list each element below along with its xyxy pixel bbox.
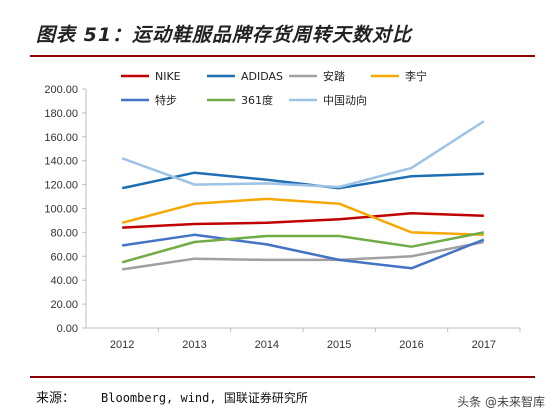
y-tick-label: 200.00	[44, 84, 78, 96]
y-tick-label: 0.00	[57, 323, 78, 335]
series-line	[121, 231, 485, 264]
x-tick-label: 2015	[327, 339, 351, 351]
legend-label: 361度	[241, 93, 273, 107]
source-label: 来源：	[36, 391, 76, 406]
y-tick-label: 140.00	[44, 156, 78, 168]
x-tick-label: 2017	[472, 339, 496, 351]
chart-title: 图表 51：运动鞋服品牌存货周转天数对比	[36, 24, 413, 46]
legend-label: 李宁	[405, 69, 427, 83]
source-note: 来源： Bloomberg, wind, 国联证券研究所	[36, 387, 308, 406]
series-line	[122, 233, 485, 270]
legend-label: NIKE	[155, 70, 181, 83]
legend-label: 特步	[155, 93, 177, 107]
x-tick-label: 2013	[182, 339, 206, 351]
y-tick-label: 60.00	[50, 251, 78, 263]
x-tick-label: 2012	[110, 339, 134, 351]
x-tick-label: 2014	[255, 339, 279, 351]
title-divider	[30, 55, 535, 57]
x-tick-label: 2016	[399, 339, 423, 351]
series-line	[121, 120, 485, 189]
series-line	[122, 240, 485, 271]
source-text: Bloomberg, wind, 国联证券研究所	[101, 391, 308, 405]
y-tick-label: 160.00	[44, 132, 78, 144]
legend-label: 中国动向	[323, 93, 367, 107]
y-tick-label: 120.00	[44, 180, 78, 192]
series-line	[122, 212, 484, 229]
y-tick-label: 20.00	[50, 299, 78, 311]
watermark: 头条 @未来智库	[457, 395, 545, 409]
y-tick-label: 40.00	[50, 275, 78, 287]
source-divider	[30, 376, 535, 378]
y-tick-label: 180.00	[44, 108, 78, 120]
series-line	[121, 197, 484, 237]
y-tick-label: 100.00	[44, 204, 78, 216]
y-tick-label: 80.00	[50, 227, 78, 239]
legend-label: ADIDAS	[241, 70, 283, 83]
legend-label: 安踏	[323, 69, 345, 83]
